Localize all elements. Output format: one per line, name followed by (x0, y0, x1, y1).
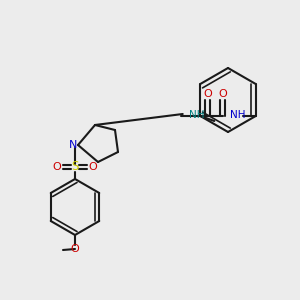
Text: NH: NH (230, 110, 245, 120)
Text: N: N (69, 140, 77, 150)
Text: O: O (203, 89, 212, 99)
Text: O: O (70, 244, 80, 254)
Text: S: S (71, 160, 79, 173)
Text: O: O (52, 162, 62, 172)
Text: O: O (88, 162, 98, 172)
Text: NH: NH (189, 110, 205, 120)
Text: O: O (218, 89, 227, 99)
